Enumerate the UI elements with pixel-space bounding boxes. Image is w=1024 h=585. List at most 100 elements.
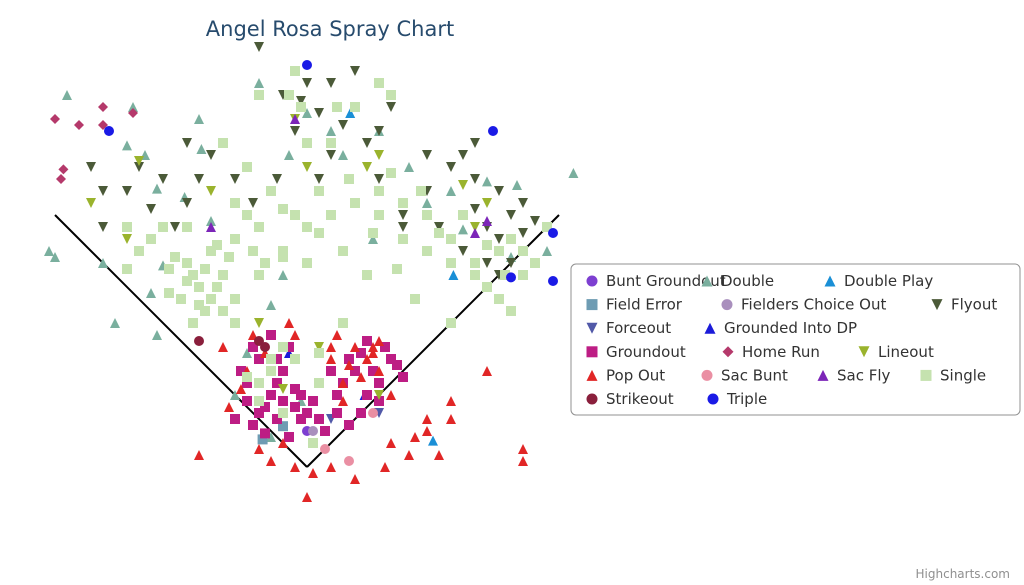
point-double[interactable] [194, 114, 204, 124]
point-flyout[interactable] [506, 210, 516, 220]
point-double[interactable] [206, 216, 216, 226]
legend-item-single[interactable]: Single [920, 366, 987, 384]
point-flyout[interactable] [296, 96, 306, 106]
point-double[interactable] [128, 102, 138, 112]
point-groundout[interactable] [272, 378, 282, 388]
point-flyout[interactable] [518, 228, 528, 238]
point-single[interactable] [386, 90, 396, 100]
point-single[interactable] [254, 270, 264, 280]
point-single[interactable] [482, 282, 492, 292]
point-single[interactable] [254, 222, 264, 232]
point-single[interactable] [206, 246, 216, 256]
point-groundout[interactable] [344, 420, 354, 430]
point-double[interactable] [98, 258, 108, 268]
point-double[interactable] [422, 198, 432, 208]
point-single[interactable] [290, 210, 300, 220]
point-pop-out[interactable] [386, 438, 396, 448]
point-double[interactable] [446, 186, 456, 196]
point-flyout[interactable] [326, 78, 336, 88]
point-single[interactable] [242, 162, 252, 172]
legend-item-lineout[interactable]: Lineout [858, 343, 934, 361]
point-single[interactable] [326, 138, 336, 148]
point-home-run[interactable] [56, 174, 66, 184]
point-flyout[interactable] [134, 162, 144, 172]
point-flyout[interactable] [506, 258, 516, 268]
point-single[interactable] [242, 210, 252, 220]
point-lineout[interactable] [134, 156, 144, 166]
point-groundout[interactable] [242, 396, 252, 406]
point-single[interactable] [422, 246, 432, 256]
point-flyout[interactable] [86, 162, 96, 172]
legend-item-double[interactable]: Double [701, 272, 775, 290]
point-lineout[interactable] [86, 198, 96, 208]
point-double[interactable] [152, 330, 162, 340]
point-groundout[interactable] [296, 414, 306, 424]
point-single[interactable] [230, 318, 240, 328]
point-single[interactable] [164, 288, 174, 298]
point-sac-bunt[interactable] [320, 444, 330, 454]
point-lineout[interactable] [302, 162, 312, 172]
point-lineout[interactable] [374, 390, 384, 400]
credits[interactable]: Highcharts.com [916, 567, 1010, 581]
point-pop-out[interactable] [404, 450, 414, 460]
point-groundout[interactable] [254, 354, 264, 364]
point-pop-out[interactable] [326, 354, 336, 364]
point-flyout[interactable] [254, 42, 264, 52]
point-single[interactable] [218, 270, 228, 280]
point-pop-out[interactable] [350, 342, 360, 352]
point-single[interactable] [326, 210, 336, 220]
point-pop-out[interactable] [284, 318, 294, 328]
legend-item-fielders-choice-out[interactable]: Fielders Choice Out [721, 296, 887, 314]
point-flyout[interactable] [398, 222, 408, 232]
point-single[interactable] [494, 246, 504, 256]
point-single[interactable] [230, 198, 240, 208]
point-double[interactable] [146, 288, 156, 298]
point-single[interactable] [266, 186, 276, 196]
point-single[interactable] [482, 240, 492, 250]
point-sac-fly[interactable] [470, 228, 480, 238]
point-single[interactable] [200, 306, 210, 316]
point-flyout[interactable] [272, 174, 282, 184]
point-flyout[interactable] [158, 174, 168, 184]
point-single[interactable] [470, 270, 480, 280]
point-single[interactable] [446, 258, 456, 268]
point-pop-out[interactable] [308, 468, 318, 478]
point-single[interactable] [212, 240, 222, 250]
point-groundout[interactable] [284, 342, 294, 352]
point-groundout[interactable] [362, 390, 372, 400]
point-single[interactable] [290, 66, 300, 76]
point-single[interactable] [266, 354, 276, 364]
point-double[interactable] [152, 183, 162, 194]
point-single[interactable] [122, 222, 132, 232]
point-pop-out[interactable] [218, 342, 228, 352]
point-flyout[interactable] [446, 162, 456, 172]
point-fielders-choice-out[interactable] [308, 426, 318, 436]
point-single[interactable] [302, 138, 312, 148]
point-groundout[interactable] [290, 384, 300, 394]
point-sac-fly[interactable] [482, 216, 492, 226]
legend-item-flyout[interactable]: Flyout [931, 296, 998, 314]
point-home-run[interactable] [98, 102, 108, 112]
point-groundout[interactable] [350, 366, 360, 376]
legend-item-strikeout[interactable]: Strikeout [586, 390, 674, 408]
point-single[interactable] [506, 234, 516, 244]
point-flyout[interactable] [530, 216, 540, 226]
point-double[interactable] [242, 348, 252, 358]
point-single[interactable] [518, 270, 528, 280]
point-flyout[interactable] [182, 198, 192, 208]
point-single[interactable] [194, 282, 204, 292]
point-flyout[interactable] [518, 198, 528, 208]
point-single[interactable] [350, 102, 360, 112]
point-groundout[interactable] [332, 390, 342, 400]
point-single[interactable] [374, 78, 384, 88]
legend-item-triple[interactable]: Triple [707, 390, 768, 408]
point-single[interactable] [260, 258, 270, 268]
point-single[interactable] [230, 294, 240, 304]
point-single[interactable] [182, 222, 192, 232]
point-double[interactable] [196, 144, 207, 154]
point-flyout[interactable] [170, 222, 180, 232]
point-flyout[interactable] [206, 150, 216, 160]
point-groundout[interactable] [356, 408, 366, 418]
point-single[interactable] [338, 246, 348, 256]
point-strikeout[interactable] [260, 342, 270, 352]
